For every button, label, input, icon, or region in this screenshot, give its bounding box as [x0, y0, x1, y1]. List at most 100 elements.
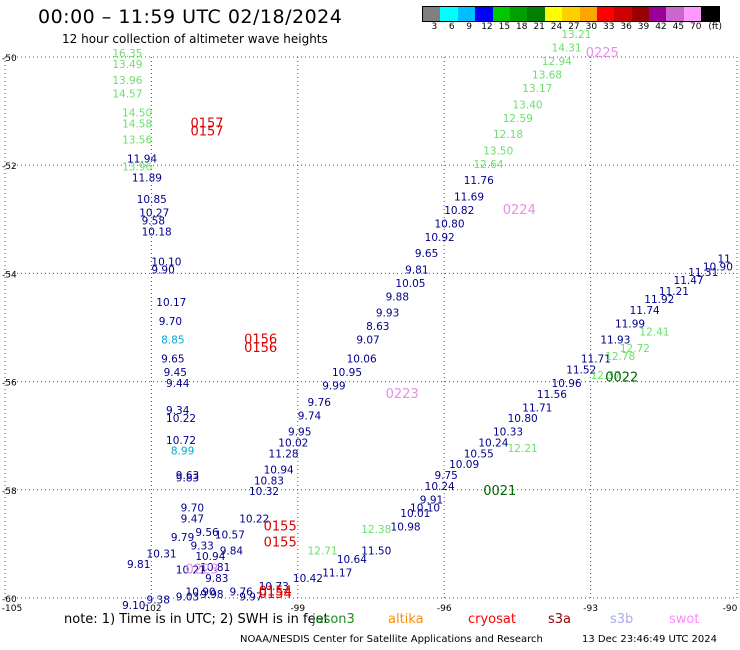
wave-height-point: 12.78: [605, 351, 635, 363]
scale-label: 27: [568, 22, 580, 32]
wave-height-point: 9.91: [420, 494, 443, 506]
wave-height-point: 11.92: [644, 294, 674, 306]
wave-height-point: 9.58: [142, 216, 165, 228]
wave-height-point: 11.50: [361, 546, 391, 558]
wave-height-point: 10.73: [259, 581, 289, 593]
wave-height-point: 9.47: [181, 513, 204, 525]
wave-height-point: 9.44: [166, 378, 190, 390]
wave-height-point: 11.21: [659, 286, 689, 298]
wave-height-point: 10.90: [186, 586, 216, 598]
wave-height-point: 8.85: [161, 335, 184, 347]
orbit-time-label: 0157: [190, 116, 223, 131]
wave-height-point: 12.37: [591, 370, 621, 382]
wave-height-point: 11.93: [600, 335, 630, 347]
scale-swatch: [527, 7, 545, 21]
wave-height-point: 8.99: [171, 446, 194, 458]
wave-height-point: 10.55: [464, 448, 494, 460]
wave-height-point: 9.70: [181, 502, 204, 514]
wave-height-point: 12.41: [639, 327, 669, 339]
wave-height-point: 13.40: [513, 99, 543, 111]
wave-height-point: 10.02: [278, 438, 308, 450]
wave-height-point: 13.96: [112, 75, 142, 87]
wave-height-color-scale: [422, 6, 720, 22]
lon-tick-label: -96: [437, 604, 452, 614]
wave-height-point: 11.76: [464, 175, 494, 187]
wave-height-point: 13.50: [483, 145, 513, 157]
map-title: 00:00 – 11:59 UTC 02/18/2024: [38, 6, 343, 28]
wave-height-point: 9.81: [127, 559, 150, 571]
scale-label: 24: [550, 22, 563, 32]
wave-height-point: 10.64: [337, 554, 367, 566]
scale-label: 9: [466, 22, 473, 32]
orbit-time-label: 0154: [259, 584, 292, 599]
scale-swatch: [423, 7, 441, 21]
wave-height-point: 9.33: [190, 540, 213, 552]
scale-swatch: [509, 7, 528, 21]
satellite-legend-swot: swot: [669, 612, 700, 627]
wave-height-point: 10.80: [508, 413, 538, 425]
wave-height-point: 11.99: [615, 319, 645, 331]
satellite-legend-s3b: s3b: [610, 612, 634, 627]
wave-height-point: 14.50: [122, 108, 152, 120]
wave-height-scale-labels: 3 6 9 12 15 18 21 24 27 30 33 36 39 42 45 70 (ft): [422, 22, 740, 34]
lon-tick-label: -105: [2, 604, 22, 614]
wave-height-point: 9.10: [122, 600, 145, 612]
wave-height-point: 9.75: [434, 470, 457, 482]
scale-swatch: [492, 7, 510, 21]
wave-height-point: 9.65: [415, 248, 438, 260]
wave-height-point: 11.52: [566, 364, 596, 376]
wave-height-point: 13.17: [522, 83, 552, 95]
wave-height-point: 14.58: [122, 118, 152, 130]
wave-height-point: 13.68: [532, 70, 562, 82]
scale-label: 33: [603, 22, 615, 32]
wave-height-point: 10.98: [391, 521, 421, 533]
wave-height-point: 12.64: [473, 159, 503, 171]
scale-label: 21: [533, 22, 545, 32]
orbit-time-label: 0155: [264, 536, 297, 551]
wave-height-point: 9.79: [171, 532, 194, 544]
scale-label: 6: [448, 22, 455, 32]
units-note: note: 1) Time is in UTC; 2) SWH is in fe…: [64, 612, 329, 627]
wave-height-point: 12.21: [508, 443, 538, 455]
wave-height-point: 9.90: [151, 264, 174, 276]
wave-height-point: 10.05: [395, 278, 425, 290]
wave-height-point: 10.83: [254, 475, 284, 487]
satellite-legend-s3a: s3a: [548, 612, 572, 627]
wave-height-point: 10.01: [400, 508, 430, 520]
satellite-legend-cryosat: cryosat: [468, 612, 516, 627]
lat-tick-label: -60: [2, 595, 17, 605]
wave-height-point: 11.31: [688, 267, 718, 279]
wave-height-point: 10.32: [249, 486, 279, 498]
wave-height-point: 10.92: [425, 232, 455, 244]
wave-height-point: 10.09: [449, 459, 479, 471]
wave-height-point: 11.28: [269, 448, 299, 460]
wave-height-point: 9.98: [200, 589, 223, 601]
orbit-time-label: 0156: [244, 341, 277, 356]
wave-height-point: 9.03: [176, 592, 199, 604]
scale-label: 12: [481, 22, 493, 32]
orbit-time-label: 0224: [503, 203, 536, 218]
wave-height-point: 9.95: [288, 427, 311, 439]
wave-height-point: 9.45: [164, 367, 187, 379]
wave-height-point: 10.18: [142, 227, 172, 239]
wave-height-point: 9.07: [356, 335, 379, 347]
wave-height-point: 11.74: [630, 305, 660, 317]
satellite-legend-jason3: jason3: [312, 612, 355, 627]
wave-height-point: 9.88: [386, 291, 409, 303]
wave-height-point: 10.21: [176, 565, 206, 577]
wave-height-point: 10.72: [166, 435, 196, 447]
scale-label: 15: [498, 22, 511, 32]
wave-height-point: 10.10: [151, 256, 181, 268]
wave-height-point: 10.81: [200, 562, 230, 574]
orbit-time-label: 0155: [264, 519, 297, 534]
lon-tick-label: -102: [141, 604, 161, 614]
scale-swatch: [596, 7, 615, 21]
wave-height-point: 10.82: [444, 205, 474, 217]
lon-tick-label: -99: [290, 604, 305, 614]
lon-tick-label: -90: [723, 604, 738, 614]
map-subtitle: 12 hour collection of altimeter wave hei…: [62, 32, 328, 46]
wave-height-point: 10.94: [195, 551, 225, 563]
wave-height-point: 9.97: [239, 592, 262, 604]
